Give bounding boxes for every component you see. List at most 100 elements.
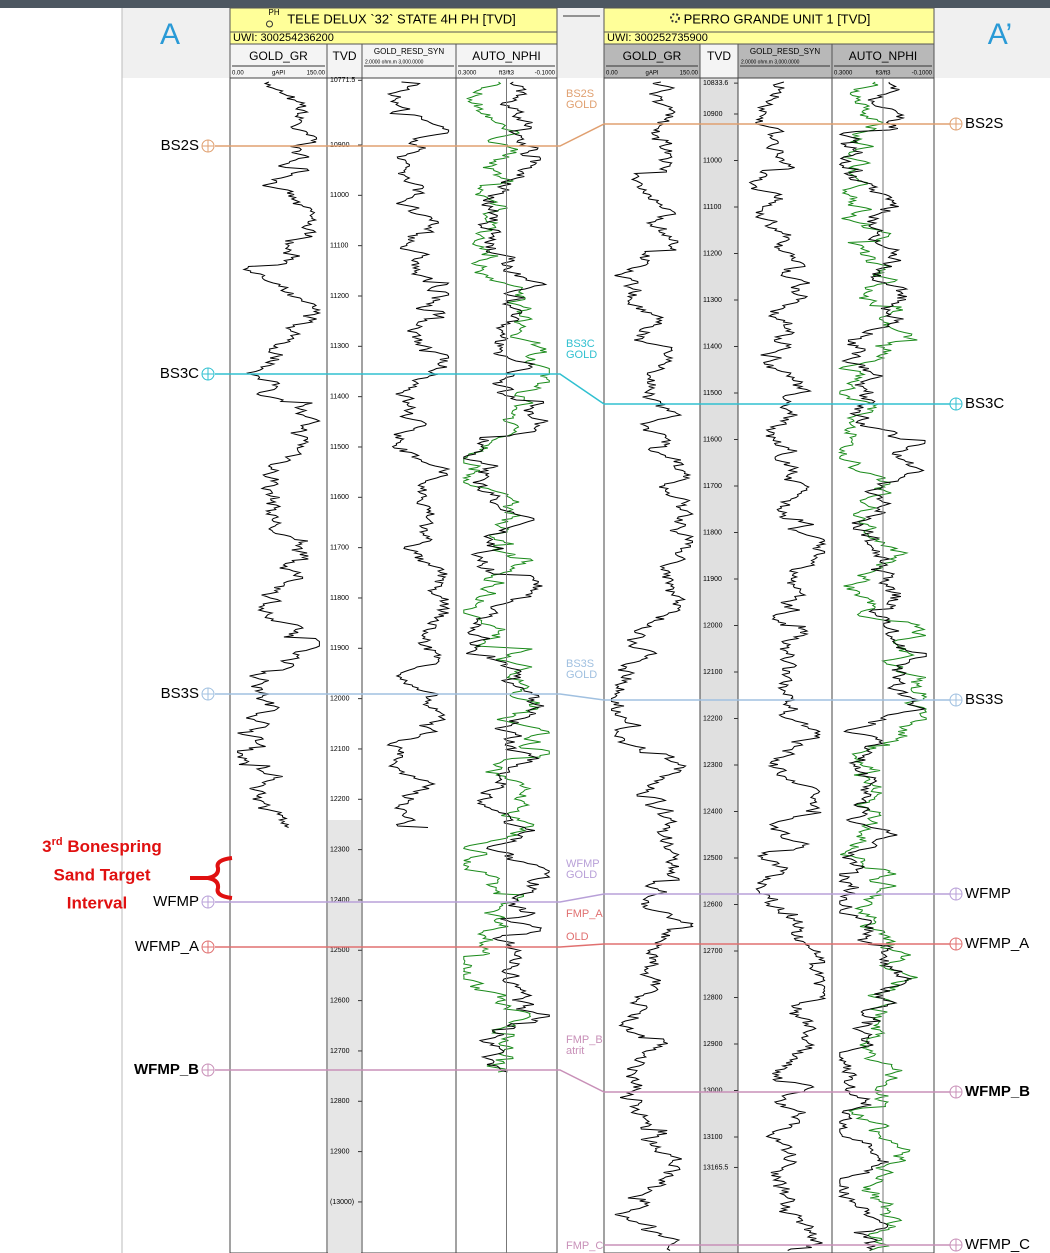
depth-label: (13000) xyxy=(330,1199,354,1206)
uwi: UWI: 300254236200 xyxy=(233,32,334,44)
depth-label: 10900 xyxy=(703,111,723,118)
log-curve xyxy=(461,81,551,1073)
top-marker-cross xyxy=(950,1239,962,1251)
depth-label: 12400 xyxy=(703,808,723,815)
top-bar xyxy=(0,0,1050,8)
track-name: GOLD_GR xyxy=(623,49,682,63)
top-label: WFMP_A xyxy=(135,938,199,955)
track-name: AUTO_NPHI xyxy=(849,49,917,63)
depth-label: 11600 xyxy=(330,494,349,501)
top-mid-label: BS3C xyxy=(566,338,595,350)
scale-label: 0.3000 xyxy=(458,71,477,77)
top-marker-cross xyxy=(950,888,962,900)
line1: Bonespring xyxy=(63,837,162,856)
log-curve xyxy=(748,81,827,1251)
log-curve xyxy=(610,81,695,1251)
top-mid-label: BS3S xyxy=(566,658,594,670)
top-mid-label: GOLD xyxy=(566,349,597,361)
top-mid-label: atrit xyxy=(566,1045,584,1057)
depth-label: 12000 xyxy=(703,622,723,629)
top-marker-cross xyxy=(950,1086,962,1098)
bracket xyxy=(190,856,233,900)
depth-label: 12600 xyxy=(703,901,723,908)
track-header xyxy=(455,43,558,79)
track-name: GOLD_RESD_SYN xyxy=(750,47,820,56)
scale-label: 0.3000 xyxy=(834,71,853,77)
depth-label: 10833.6 xyxy=(703,80,728,87)
top-line xyxy=(215,893,950,903)
depth-label: 11300 xyxy=(330,343,349,350)
well-icon xyxy=(266,20,273,28)
top-marker-cross xyxy=(950,694,962,706)
log-curve xyxy=(386,81,451,828)
top-label: WFMP xyxy=(153,893,199,910)
depth-label: 12500 xyxy=(703,855,723,862)
annotation: 3rd Bonespring Sand Target Interval xyxy=(42,836,233,912)
depth-label: 12800 xyxy=(330,1098,350,1105)
suffix: rd xyxy=(52,836,63,848)
depth-label: 12200 xyxy=(703,715,723,722)
depth-label: 11100 xyxy=(703,204,722,211)
top-label: WFMP_C xyxy=(965,1236,1030,1253)
top-line xyxy=(215,123,950,147)
depth-label: 11300 xyxy=(703,297,722,304)
top-marker-cross xyxy=(202,941,214,953)
track-header xyxy=(737,43,833,79)
depth-label: 11700 xyxy=(330,544,349,551)
top-mid-label: FMP_C xyxy=(566,1240,603,1252)
top-line xyxy=(215,943,950,948)
depth-label: 12900 xyxy=(330,1148,350,1155)
well-title: PERRO GRANDE UNIT 1 [TVD] xyxy=(684,11,871,26)
top-label: WFMP_A xyxy=(965,935,1029,952)
depth-label: 12000 xyxy=(330,695,350,702)
top-mid-label: OLD xyxy=(566,931,589,943)
tvd-shade xyxy=(328,820,361,1253)
top-mid-label: GOLD xyxy=(566,669,597,681)
top-label: WFMP_B xyxy=(965,1083,1030,1100)
end-label: A xyxy=(160,18,180,51)
top-line xyxy=(215,373,950,405)
top-mid-label: FMP_A xyxy=(566,908,603,920)
depth-label: 13165.5 xyxy=(703,1164,728,1171)
depth-label: 11400 xyxy=(703,343,722,350)
depth-label: 12100 xyxy=(330,746,350,753)
ordinal: 3 xyxy=(42,837,51,856)
top-line xyxy=(215,693,950,701)
log-curve xyxy=(463,81,551,1073)
top-mid-label: FMP_B xyxy=(566,1034,603,1046)
track xyxy=(603,77,701,1253)
depth-label: 11500 xyxy=(330,444,349,451)
depth-label: 11200 xyxy=(703,250,722,257)
depth-label: 10771.5 xyxy=(330,77,355,84)
end-label: A’ xyxy=(988,18,1012,51)
top-marker-cross xyxy=(202,1064,214,1076)
top-marker-cross xyxy=(202,140,214,152)
scale-label: gAPI xyxy=(645,71,658,77)
track-header xyxy=(831,43,935,79)
top-marker-cross xyxy=(950,398,962,410)
scale-label: 0.00 xyxy=(232,71,244,77)
well-icon xyxy=(670,13,680,23)
depth-label: 11100 xyxy=(330,243,349,250)
track-name: GOLD_GR xyxy=(249,49,308,63)
top-label: BS3C xyxy=(965,395,1004,412)
track xyxy=(737,77,833,1253)
top-mid-label: GOLD xyxy=(566,869,597,881)
top-marker-cross xyxy=(950,938,962,950)
scale-label: gAPI xyxy=(272,71,285,77)
depth-label: 13100 xyxy=(703,1134,723,1141)
top-mid-label: BS2S xyxy=(566,88,594,100)
depth-label: 12400 xyxy=(330,897,350,904)
scale-label: 150.00 xyxy=(680,71,699,77)
depth-label: 12500 xyxy=(330,947,350,954)
log-curve xyxy=(837,81,928,1251)
depth-label: 12100 xyxy=(703,669,723,676)
icon-label: PH xyxy=(269,8,280,17)
uwi: UWI: 300252735900 xyxy=(607,32,708,44)
depth-label: 12800 xyxy=(703,994,723,1001)
top-label: WFMP xyxy=(965,885,1011,902)
depth-label: 11400 xyxy=(330,393,349,400)
top-label: BS2S xyxy=(161,137,199,154)
scale-label: ft3/ft3 xyxy=(499,71,515,77)
